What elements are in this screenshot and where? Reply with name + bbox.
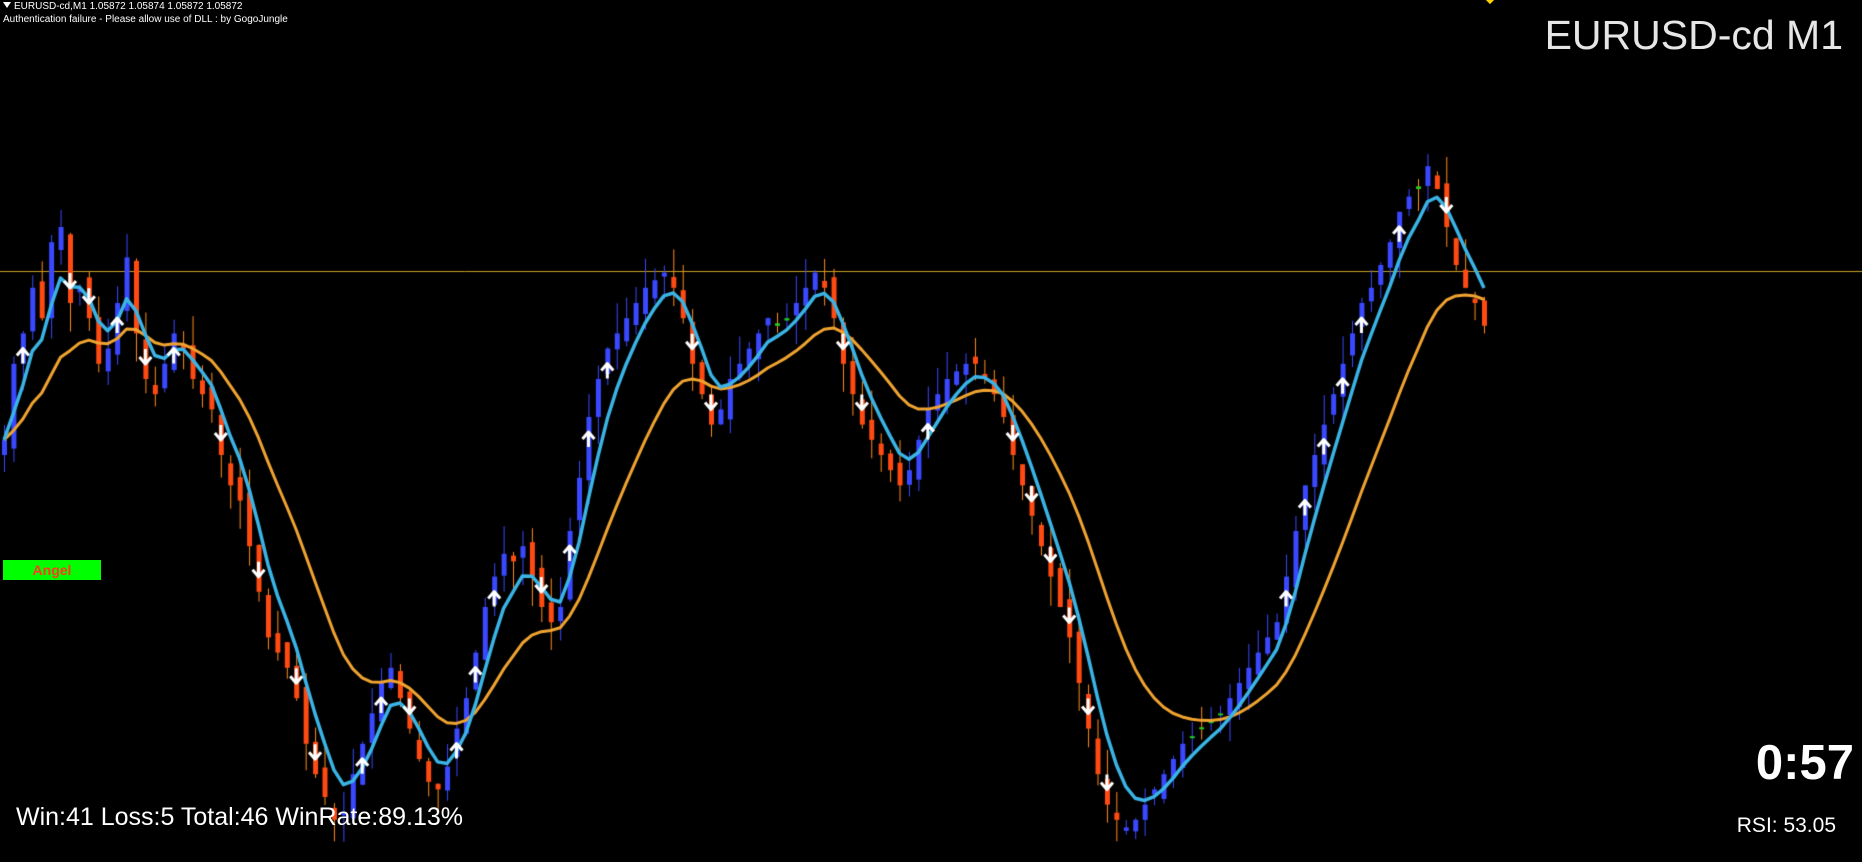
candle-countdown-timer: 0:57 <box>1755 736 1854 790</box>
quote-text: EURUSD-cd,M1 1.05872 1.05874 1.05872 1.0… <box>14 1 243 12</box>
angel-badge[interactable]: Angel <box>3 560 101 580</box>
symbol-quote-line: EURUSD-cd,M1 1.05872 1.05874 1.05872 1.0… <box>3 1 243 13</box>
auth-failure-message: Authentication failure - Please allow us… <box>3 14 288 25</box>
rsi-readout: RSI: 53.05 <box>1736 814 1836 837</box>
symbol-title: EURUSD-cd M1 <box>1544 12 1843 58</box>
win-loss-stats: Win:41 Loss:5 Total:46 WinRate:89.13% <box>16 803 464 831</box>
collapse-triangle-icon[interactable] <box>3 2 11 8</box>
